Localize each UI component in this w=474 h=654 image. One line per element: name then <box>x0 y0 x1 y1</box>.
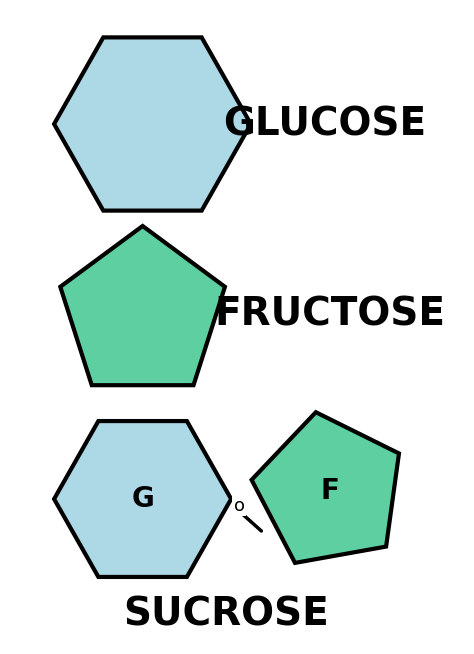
Text: SUCROSE: SUCROSE <box>123 595 329 633</box>
Text: GLUCOSE: GLUCOSE <box>223 105 426 143</box>
Polygon shape <box>54 37 251 211</box>
Polygon shape <box>60 226 225 385</box>
Text: FRUCTOSE: FRUCTOSE <box>214 295 445 333</box>
Text: o: o <box>234 497 245 515</box>
Text: F: F <box>320 477 339 505</box>
Polygon shape <box>252 412 399 563</box>
Polygon shape <box>54 421 231 577</box>
Text: G: G <box>131 485 154 513</box>
